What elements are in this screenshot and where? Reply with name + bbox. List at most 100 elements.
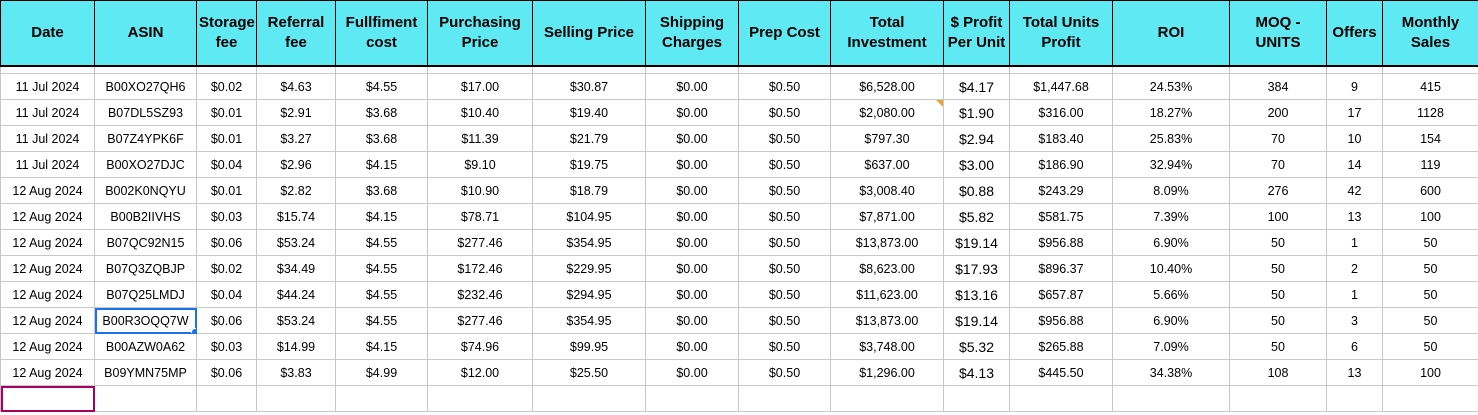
empty-cell[interactable] (532, 66, 646, 74)
cell-date[interactable]: 11 Jul 2024 (0, 125, 95, 152)
cell-total-units-profit[interactable]: $956.88 (1009, 229, 1113, 256)
cell-date[interactable]: 11 Jul 2024 (0, 99, 95, 126)
cell-storage-fee[interactable]: $0.03 (196, 333, 257, 360)
cell-prep-cost[interactable]: $0.50 (738, 281, 831, 308)
cell-asin[interactable]: B07DL5SZ93 (94, 99, 197, 126)
cell-asin[interactable]: B00AZW0A62 (94, 333, 197, 360)
cell-offers[interactable]: 6 (1326, 333, 1383, 360)
cell-fulfillment-cost[interactable]: $4.55 (335, 307, 428, 334)
cell-total-units-profit[interactable]: $657.87 (1009, 281, 1113, 308)
cell-referral-fee[interactable]: $34.49 (256, 255, 336, 282)
cell-offers[interactable]: 1 (1326, 229, 1383, 256)
cell-asin[interactable]: B07QC92N15 (94, 229, 197, 256)
cell-referral-fee[interactable]: $44.24 (256, 281, 336, 308)
column-header-date[interactable]: Date (0, 0, 95, 67)
empty-cell[interactable] (532, 385, 646, 412)
cell-referral-fee[interactable]: $3.27 (256, 125, 336, 152)
cell-storage-fee[interactable]: $0.06 (196, 359, 257, 386)
empty-cell[interactable] (1382, 385, 1478, 412)
cell-profit-per-unit[interactable]: $19.14 (943, 307, 1010, 334)
empty-cell[interactable] (335, 66, 428, 74)
cell-fulfillment-cost[interactable]: $4.15 (335, 333, 428, 360)
cell-offers[interactable]: 1 (1326, 281, 1383, 308)
cell-storage-fee[interactable]: $0.03 (196, 203, 257, 230)
cell-moq-units[interactable]: 50 (1229, 333, 1327, 360)
cell-profit-per-unit[interactable]: $13.16 (943, 281, 1010, 308)
cell-roi[interactable]: 32.94% (1112, 151, 1230, 178)
cell-roi[interactable]: 8.09% (1112, 177, 1230, 204)
column-header-referral-fee[interactable]: Referral fee (256, 0, 336, 67)
cell-fulfillment-cost[interactable]: $3.68 (335, 177, 428, 204)
cell-total-units-profit[interactable]: $956.88 (1009, 307, 1113, 334)
empty-cell[interactable] (1009, 66, 1113, 74)
cell-selling-price[interactable]: $19.75 (532, 151, 646, 178)
cell-shipping-charges[interactable]: $0.00 (645, 73, 739, 100)
cell-storage-fee[interactable]: $0.01 (196, 177, 257, 204)
column-header-roi[interactable]: ROI (1112, 0, 1230, 67)
cell-total-investment[interactable]: $8,623.00 (830, 255, 944, 282)
cell-total-units-profit[interactable]: $581.75 (1009, 203, 1113, 230)
cell-total-units-profit[interactable]: $243.29 (1009, 177, 1113, 204)
cell-monthly-sales[interactable]: 154 (1382, 125, 1478, 152)
empty-cell[interactable] (1112, 385, 1230, 412)
cell-selling-price[interactable]: $99.95 (532, 333, 646, 360)
cell-prep-cost[interactable]: $0.50 (738, 125, 831, 152)
cell-selling-price[interactable]: $229.95 (532, 255, 646, 282)
cell-fulfillment-cost[interactable]: $4.15 (335, 203, 428, 230)
cell-referral-fee[interactable]: $2.82 (256, 177, 336, 204)
cell-total-investment[interactable]: $1,296.00 (830, 359, 944, 386)
empty-cell[interactable] (1112, 66, 1230, 74)
cell-total-investment[interactable]: $13,873.00 (830, 229, 944, 256)
empty-cell[interactable] (0, 66, 95, 74)
cell-purchasing-price[interactable]: $78.71 (427, 203, 533, 230)
cell-shipping-charges[interactable]: $0.00 (645, 359, 739, 386)
cell-shipping-charges[interactable]: $0.00 (645, 333, 739, 360)
column-header-total-units-profit[interactable]: Total Units Profit (1009, 0, 1113, 67)
cell-purchasing-price[interactable]: $10.40 (427, 99, 533, 126)
cell-total-investment[interactable]: $6,528.00 (830, 73, 944, 100)
cell-purchasing-price[interactable]: $9.10 (427, 151, 533, 178)
cell-fulfillment-cost[interactable]: $4.15 (335, 151, 428, 178)
cell-total-investment[interactable]: $637.00 (830, 151, 944, 178)
cell-referral-fee[interactable]: $2.91 (256, 99, 336, 126)
cell-monthly-sales[interactable]: 1128 (1382, 99, 1478, 126)
cell-prep-cost[interactable]: $0.50 (738, 203, 831, 230)
empty-cell[interactable] (738, 385, 831, 412)
cell-storage-fee[interactable]: $0.06 (196, 229, 257, 256)
cell-storage-fee[interactable]: $0.02 (196, 255, 257, 282)
cell-selling-price[interactable]: $294.95 (532, 281, 646, 308)
cell-moq-units[interactable]: 100 (1229, 203, 1327, 230)
cell-monthly-sales[interactable]: 50 (1382, 229, 1478, 256)
cell-selling-price[interactable]: $30.87 (532, 73, 646, 100)
cell-shipping-charges[interactable]: $0.00 (645, 255, 739, 282)
cell-date[interactable]: 11 Jul 2024 (0, 151, 95, 178)
cell-moq-units[interactable]: 50 (1229, 255, 1327, 282)
empty-cell[interactable] (830, 66, 944, 74)
cell-date[interactable]: 12 Aug 2024 (0, 255, 95, 282)
column-header-total-investment[interactable]: Total Investment (830, 0, 944, 67)
cell-purchasing-price[interactable]: $74.96 (427, 333, 533, 360)
empty-cell[interactable] (335, 385, 428, 412)
empty-cell[interactable] (256, 385, 336, 412)
empty-cell[interactable] (943, 66, 1010, 74)
cell-roi[interactable]: 10.40% (1112, 255, 1230, 282)
cell-fulfillment-cost[interactable]: $4.55 (335, 73, 428, 100)
cell-prep-cost[interactable]: $0.50 (738, 73, 831, 100)
empty-cell[interactable] (0, 385, 95, 412)
cell-total-units-profit[interactable]: $186.90 (1009, 151, 1113, 178)
cell-total-investment[interactable]: $3,748.00 (830, 333, 944, 360)
cell-offers[interactable]: 13 (1326, 359, 1383, 386)
column-header-storage-fee[interactable]: Storage fee (196, 0, 257, 67)
cell-selling-price[interactable]: $18.79 (532, 177, 646, 204)
cell-fulfillment-cost[interactable]: $4.55 (335, 281, 428, 308)
cell-purchasing-price[interactable]: $232.46 (427, 281, 533, 308)
cell-total-units-profit[interactable]: $316.00 (1009, 99, 1113, 126)
cell-monthly-sales[interactable]: 119 (1382, 151, 1478, 178)
cell-total-investment[interactable]: $2,080.00 (830, 99, 944, 126)
cell-total-units-profit[interactable]: $265.88 (1009, 333, 1113, 360)
cell-purchasing-price[interactable]: $12.00 (427, 359, 533, 386)
cell-profit-per-unit[interactable]: $0.88 (943, 177, 1010, 204)
cell-moq-units[interactable]: 70 (1229, 151, 1327, 178)
empty-cell[interactable] (1382, 66, 1478, 74)
cell-date[interactable]: 12 Aug 2024 (0, 229, 95, 256)
